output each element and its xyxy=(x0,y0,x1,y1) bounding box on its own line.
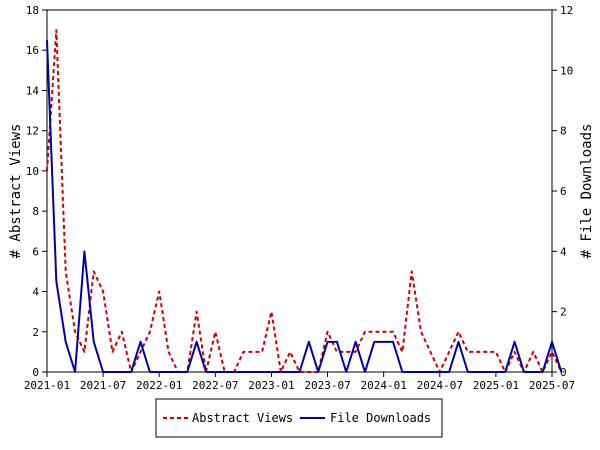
x-axis-tick-label: 2022-07 xyxy=(192,379,238,392)
left-axis-tick-label: 4 xyxy=(32,286,39,299)
series-layer xyxy=(46,29,563,373)
right-axis-tick-label: 12 xyxy=(560,4,573,17)
right-axis-tick-label: 0 xyxy=(560,366,567,379)
right-axis-tick-label: 2 xyxy=(560,306,567,319)
left-axis-tick-label: 8 xyxy=(32,205,39,218)
legend-box xyxy=(155,398,443,438)
x-axis: 2021-01 2021-07 2022-01 2022-07 2023-01 2023-… xyxy=(24,372,575,392)
plot-area xyxy=(46,9,553,373)
x-axis-tick-label: 2021-01 xyxy=(24,379,70,392)
x-axis-tick-label: 2024-01 xyxy=(360,379,406,392)
left-axis-tick-label: 0 xyxy=(32,366,39,379)
right-axis-tick-label: 4 xyxy=(560,245,567,258)
left-axis-tick-label: 18 xyxy=(26,4,39,17)
x-axis-tick-label: 2023-01 xyxy=(248,379,294,392)
left-axis-tick-label: 2 xyxy=(32,326,39,339)
series-line-abstract-views xyxy=(46,29,563,373)
right-axis: 0 2 4 6 8 10 12 xyxy=(552,4,573,379)
left-axis: 0 2 4 6 8 10 12 14 16 18 xyxy=(26,4,47,379)
x-axis-tick-label: 2025-07 xyxy=(529,379,575,392)
x-axis-tick-label: 2025-01 xyxy=(473,379,519,392)
legend-label-abstract-views: Abstract Views xyxy=(192,411,293,425)
left-axis-tick-label: 6 xyxy=(32,245,39,258)
x-axis-tick-label: 2022-01 xyxy=(136,379,182,392)
x-axis-tick-label: 2021-07 xyxy=(80,379,126,392)
left-axis-tick-label: 16 xyxy=(26,44,39,57)
legend: Abstract Views File Downloads xyxy=(155,398,443,438)
x-axis-tick-label: 2023-07 xyxy=(304,379,350,392)
x-axis-tick-label: 2024-07 xyxy=(417,379,463,392)
left-axis-tick-label: 14 xyxy=(26,84,40,97)
left-axis-tick-label: 12 xyxy=(26,125,39,138)
right-axis-title: # File Downloads xyxy=(579,124,595,259)
right-axis-tick-label: 10 xyxy=(560,64,573,77)
legend-label-file-downloads: File Downloads xyxy=(330,411,431,425)
series-line-file-downloads xyxy=(46,40,563,373)
left-axis-title: # Abstract Views xyxy=(8,124,24,259)
plot-frame xyxy=(46,9,553,373)
left-axis-tick-label: 10 xyxy=(26,165,39,178)
right-axis-tick-label: 8 xyxy=(560,125,567,138)
right-axis-tick-label: 6 xyxy=(560,185,567,198)
